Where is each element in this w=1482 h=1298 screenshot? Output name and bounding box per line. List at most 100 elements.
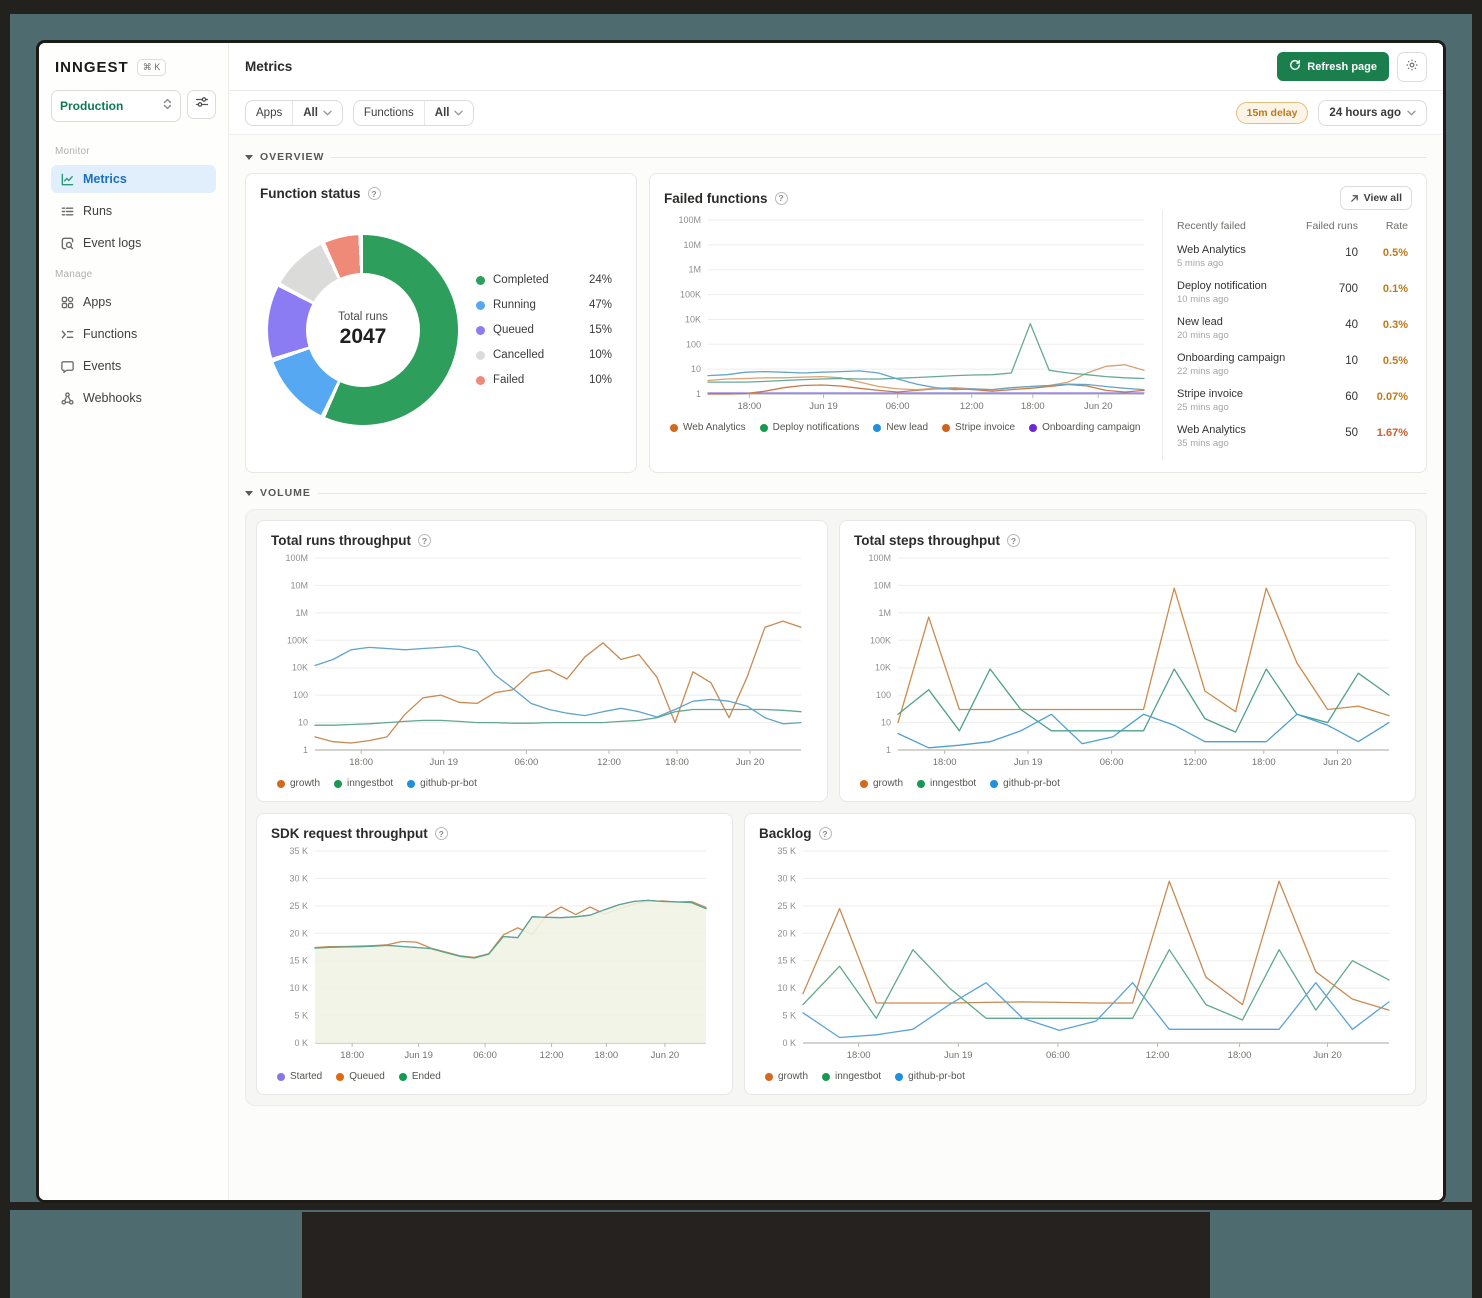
- legend-dot: [476, 375, 485, 385]
- sidebar-item-event-logs[interactable]: Event logs: [51, 229, 216, 257]
- functions-filter-value[interactable]: All: [423, 100, 474, 125]
- legend-percent: 24%: [588, 274, 612, 286]
- chart-legend-item[interactable]: Web Analytics: [670, 422, 746, 433]
- chart-legend-item[interactable]: growth: [860, 778, 903, 789]
- table-row[interactable]: Web Analytics 35 mins ago 50 1.67%: [1177, 420, 1408, 456]
- total-runs-chart-legend: growth inngestbot github-pr-bot: [271, 774, 813, 789]
- help-icon[interactable]: ?: [434, 827, 448, 840]
- sidebar-item-label: Functions: [83, 327, 138, 341]
- chart-legend-item[interactable]: growth: [765, 1071, 808, 1082]
- legend-label: Running: [493, 299, 536, 311]
- functions-filter[interactable]: Functions All: [352, 99, 475, 126]
- svg-text:Jun 19: Jun 19: [809, 401, 838, 412]
- help-icon[interactable]: ?: [774, 191, 788, 205]
- command-k-shortcut[interactable]: ⌘ K: [136, 59, 167, 76]
- chart-legend-item[interactable]: Onboarding campaign: [1029, 422, 1140, 433]
- failed-functions-chart-legend: Web Analytics Deploy notifications New l…: [664, 418, 1156, 433]
- chart-legend-item[interactable]: Ended: [398, 1071, 441, 1082]
- settings-button[interactable]: [1397, 51, 1427, 82]
- overview-section-header[interactable]: OVERVIEW: [245, 151, 1427, 163]
- failed-functions-table: Recently failed Failed runs Rate Web Ana…: [1177, 216, 1408, 456]
- nav-section-manage: Manage: [55, 269, 93, 280]
- sidebar-item-events[interactable]: Events: [51, 352, 216, 380]
- status-legend-item: Cancelled 10%: [476, 349, 612, 361]
- chart-legend-item[interactable]: Stripe invoice: [942, 422, 1015, 433]
- svg-text:10K: 10K: [292, 663, 308, 673]
- function-name: Onboarding campaign: [1177, 352, 1286, 364]
- environment-filter-button[interactable]: [187, 90, 216, 119]
- sidebar-item-label: Event logs: [83, 236, 142, 250]
- svg-text:18:00: 18:00: [1228, 1050, 1252, 1061]
- svg-text:18:00: 18:00: [1021, 401, 1045, 412]
- function-name: Stripe invoice: [1177, 388, 1244, 400]
- chart-legend-item[interactable]: github-pr-bot: [895, 1071, 965, 1082]
- svg-text:18:00: 18:00: [349, 757, 373, 768]
- svg-text:35 K: 35 K: [777, 846, 796, 856]
- total-runs-throughput-card: Total runs throughput ? 100M 10M 1M 100K 10K…: [256, 520, 828, 802]
- chart-legend-item[interactable]: growth: [277, 778, 320, 789]
- table-header: Recently failed Failed runs Rate: [1177, 220, 1408, 232]
- apps-filter[interactable]: Apps All: [245, 99, 343, 126]
- chart-legend-item[interactable]: Started: [277, 1071, 322, 1082]
- sidebar-item-functions[interactable]: Functions: [51, 320, 216, 348]
- svg-text:100M: 100M: [868, 553, 891, 563]
- backlog-card: Backlog ? 35 K 30 K 25 K 20 K 15 K 10 K 5 K 0 K…: [744, 813, 1416, 1095]
- svg-text:Jun 19: Jun 19: [1014, 757, 1043, 768]
- legend-dot: [407, 779, 416, 788]
- failed-runs-count: 40: [1345, 319, 1358, 331]
- refresh-page-button[interactable]: Refresh page: [1277, 52, 1389, 81]
- legend-dot: [476, 325, 485, 335]
- chart-legend-item[interactable]: Queued: [336, 1071, 385, 1082]
- chart-legend-item[interactable]: inngestbot: [822, 1071, 881, 1082]
- volume-section-header[interactable]: VOLUME: [245, 487, 1427, 499]
- svg-text:Jun 19: Jun 19: [404, 1050, 433, 1061]
- help-icon[interactable]: ?: [367, 187, 381, 200]
- sidebar-item-apps[interactable]: Apps: [51, 288, 216, 316]
- apps-filter-value[interactable]: All: [292, 100, 342, 125]
- table-row[interactable]: Deploy notification 10 mins ago 700 0.1%: [1177, 276, 1408, 312]
- topbar: Metrics Refresh page: [229, 43, 1443, 91]
- view-all-button[interactable]: View all: [1339, 186, 1412, 210]
- table-row[interactable]: Stripe invoice 25 mins ago 60 0.07%: [1177, 384, 1408, 420]
- chart-legend-item[interactable]: inngestbot: [334, 778, 393, 789]
- failed-runs-count: 10: [1345, 247, 1358, 259]
- sidebar-item-metrics[interactable]: Metrics: [51, 165, 216, 193]
- table-row[interactable]: Web Analytics 5 mins ago 10 0.5%: [1177, 240, 1408, 276]
- environment-select[interactable]: Production: [51, 90, 181, 122]
- sidebar: INNGEST ⌘ K Production Monitor: [39, 43, 229, 1200]
- failed-runs-count: 10: [1345, 355, 1358, 367]
- sidebar-item-runs[interactable]: Runs: [51, 197, 216, 225]
- help-icon[interactable]: ?: [1006, 534, 1020, 547]
- legend-dot: [990, 779, 999, 788]
- chart-legend-item[interactable]: New lead: [873, 422, 928, 433]
- sidebar-item-label: Metrics: [83, 172, 127, 186]
- svg-text:100K: 100K: [870, 635, 891, 645]
- svg-text:100K: 100K: [287, 635, 308, 645]
- table-row[interactable]: Onboarding campaign 22 mins ago 10 0.5%: [1177, 348, 1408, 384]
- chart-legend-item[interactable]: github-pr-bot: [407, 778, 477, 789]
- legend-label: Cancelled: [493, 349, 545, 361]
- svg-text:12:00: 12:00: [540, 1050, 564, 1061]
- legend-label: inngestbot: [835, 1071, 882, 1082]
- chart-legend-item[interactable]: github-pr-bot: [990, 778, 1060, 789]
- time-range-select[interactable]: 24 hours ago: [1318, 99, 1427, 126]
- svg-text:100: 100: [876, 690, 891, 700]
- legend-dot: [476, 300, 485, 310]
- card-title: SDK request throughput: [271, 826, 428, 841]
- failed-time: 20 mins ago: [1177, 330, 1229, 341]
- sidebar-item-webhooks[interactable]: Webhooks: [51, 384, 216, 412]
- failed-runs-count: 50: [1345, 427, 1358, 439]
- svg-text:1M: 1M: [688, 265, 701, 275]
- svg-text:10M: 10M: [873, 580, 891, 590]
- help-icon[interactable]: ?: [818, 827, 832, 840]
- help-icon[interactable]: ?: [417, 534, 431, 547]
- updown-chevron-icon: [163, 97, 172, 115]
- chart-legend-item[interactable]: Deploy notifications: [759, 422, 859, 433]
- legend-dot: [1029, 423, 1038, 432]
- svg-text:18:00: 18:00: [1252, 757, 1276, 768]
- legend-dot: [942, 423, 951, 432]
- legend-dot: [670, 423, 678, 432]
- chart-legend-item[interactable]: inngestbot: [917, 778, 976, 789]
- table-row[interactable]: New lead 20 mins ago 40 0.3%: [1177, 312, 1408, 348]
- svg-text:20 K: 20 K: [289, 928, 308, 938]
